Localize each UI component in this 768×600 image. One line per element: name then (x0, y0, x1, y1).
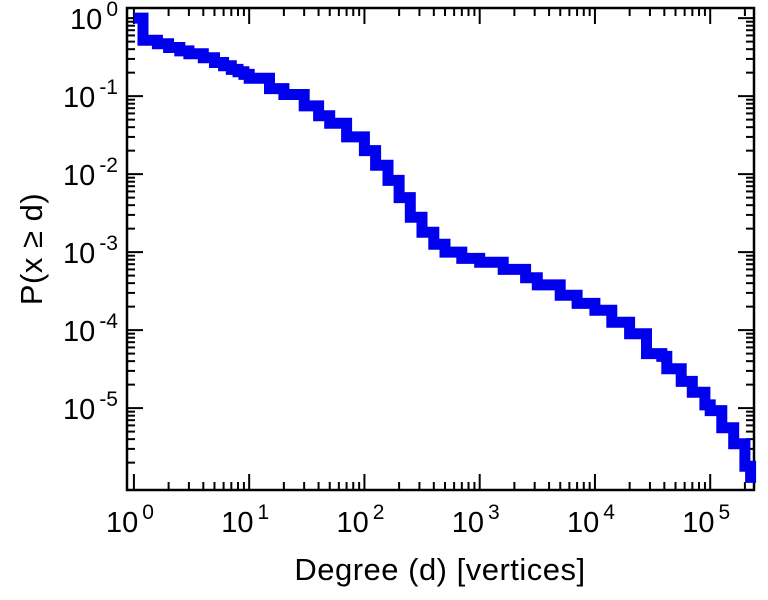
x-tick-label: 10 4 (567, 501, 615, 539)
x-tick-label: 10 1 (221, 501, 269, 539)
y-tick-label: 10 -4 (63, 310, 118, 348)
y-tick-label: 10 -2 (63, 154, 118, 192)
plot-border (125, 6, 756, 492)
tick-labels: 10 0 10 1 10 2 10 3 10 4 10 5 10 0 10 -1 10 -2 10 -3 10 -4 10-… (63, 0, 730, 539)
y-tick-label: 10 0 (70, 0, 118, 36)
x-axis-title: Degree (d) [vertices] (294, 552, 586, 587)
x-tick-label: 10 2 (336, 501, 384, 539)
y-tick-label: 10 -5 (63, 388, 118, 426)
y-axis-title: P(x ≥ d) (14, 192, 49, 306)
x-tick-label: 10 3 (452, 501, 500, 539)
y-tick-label: 10 -3 (63, 232, 118, 270)
x-tick-label: 10 0 (106, 501, 154, 539)
y-tick-label: 10 -1 (63, 76, 118, 114)
ccdf-curve (133, 12, 757, 483)
tick-marks (127, 8, 754, 490)
x-tick-label: 10 5 (682, 501, 730, 539)
